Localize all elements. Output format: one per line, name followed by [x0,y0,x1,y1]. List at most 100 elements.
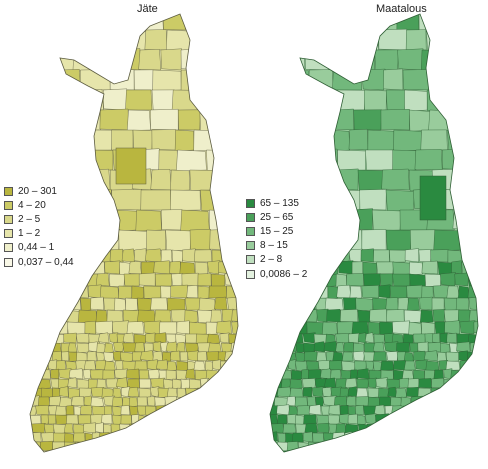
municipality-region [47,449,58,452]
municipality-region [224,377,238,389]
municipality-region [160,432,172,444]
municipality-region [73,89,104,111]
municipality-region [313,449,324,452]
municipality-region [298,441,309,452]
municipality-region [308,261,324,276]
municipality-region [363,450,378,452]
municipality-region [443,309,460,323]
municipality-region [237,360,238,372]
municipality-region [291,449,305,452]
municipality-region [442,148,471,171]
municipality-region [203,396,215,407]
municipality-region [393,360,406,371]
municipality-region [238,333,252,343]
municipality-region [209,209,237,232]
municipality-region [289,378,303,390]
municipality-region [108,432,124,443]
municipality-region [271,333,282,344]
municipality-region [37,320,56,335]
municipality-region [480,286,488,299]
municipality-region [334,89,366,111]
municipality-region [59,109,83,132]
municipality-region [92,450,104,452]
municipality-region [352,350,365,362]
municipality-region [87,261,105,275]
municipality-region [476,432,478,444]
municipality-region [355,450,366,452]
municipality-region [127,109,151,131]
municipality-region [340,309,359,323]
municipality-region [138,49,162,71]
municipality-region [395,387,407,398]
municipality-region [30,432,42,443]
municipality-region [20,361,28,370]
municipality-region [103,297,117,311]
municipality-region [302,332,316,344]
municipality-region [342,351,354,362]
municipality-region [419,296,433,311]
municipality-region [61,309,81,324]
municipality-region [358,432,368,444]
municipality-region [76,378,90,390]
municipality-region [178,450,191,452]
municipality-region [220,129,238,151]
municipality-region [367,396,381,408]
municipality-region [465,189,478,212]
municipality-region [350,208,373,231]
municipality-region [296,405,311,416]
municipality-region [146,414,160,426]
municipality-region [109,248,124,263]
municipality-region [130,450,141,452]
municipality-region [114,368,128,380]
municipality-region [197,351,207,362]
municipality-region [150,169,172,191]
maatalous-legend: 65 – 135 25 – 65 15 – 25 8 – 15 2 – 8 0,… [246,196,307,281]
municipality-region [479,110,488,131]
municipality-region [273,321,293,335]
municipality-region [277,432,287,444]
municipality-region [403,405,417,416]
municipality-region [184,309,198,324]
municipality-region [83,360,97,371]
municipality-region [341,360,356,372]
municipality-region [113,341,125,353]
municipality-region [121,248,135,263]
municipality-region [56,285,74,299]
municipality-region [165,341,178,353]
municipality-region [115,147,147,185]
municipality-region [362,261,377,276]
municipality-region [86,351,97,362]
municipality-region [63,332,77,344]
municipality-region [87,441,100,452]
municipality-region [114,297,126,312]
municipality-region [45,273,58,288]
municipality-region [307,396,316,407]
municipality-region [199,449,208,452]
municipality-region [408,432,423,443]
municipality-region [420,309,434,323]
municipality-region [177,441,186,452]
municipality-region [62,296,81,311]
municipality-region [327,29,352,51]
municipality-region [78,309,98,323]
municipality-region [469,378,478,389]
municipality-region [443,405,458,416]
municipality-region [180,48,201,71]
municipality-region [337,149,366,172]
municipality-region [315,148,338,171]
municipality-region [356,387,369,398]
municipality-region [431,297,445,311]
municipality-region [478,261,488,274]
municipality-region [75,441,89,452]
municipality-region [206,351,220,362]
municipality-region [96,378,107,389]
municipality-region [281,14,312,31]
municipality-region [461,441,472,452]
municipality-region [443,378,452,390]
legend-label: 2 – 5 [18,213,41,225]
municipality-region [418,249,432,263]
legend-item: 20 – 301 [4,184,74,198]
municipality-region [302,431,313,443]
municipality-region [74,229,95,251]
municipality-region [431,69,458,91]
